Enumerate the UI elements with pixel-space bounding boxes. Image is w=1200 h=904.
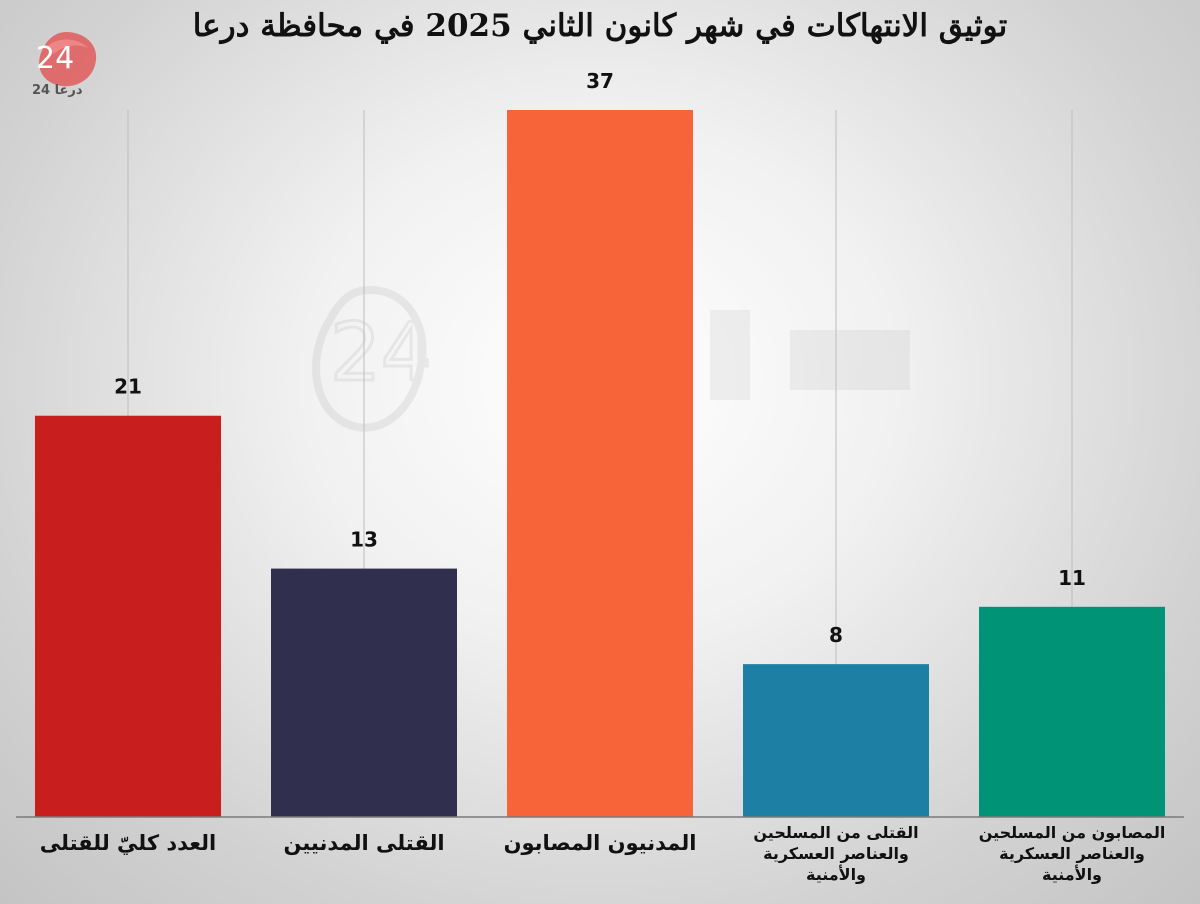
watermark-number: 24 (330, 306, 432, 399)
category-label-3: المدنيون المصابون (503, 831, 697, 855)
value-labels: 21 13 37 8 11 (114, 69, 1086, 647)
logo-number: 24 (36, 41, 74, 76)
value-label-2: 13 (350, 528, 378, 552)
bars (35, 110, 1165, 817)
bar-3 (507, 110, 693, 817)
bar-2 (271, 568, 457, 817)
value-label-4: 8 (829, 623, 843, 647)
value-label-3: 37 (586, 69, 614, 93)
logo-caption: درعا 24 (32, 83, 83, 98)
value-label-1: 21 (114, 375, 142, 399)
category-label-2: القتلى المدنيين (283, 831, 445, 855)
category-label-4: القتلى من المسلحين والعناصر العسكرية وال… (753, 823, 919, 884)
bar-1 (35, 415, 221, 817)
category-label-1: العدد كليّ للقتلى (39, 831, 217, 855)
logo-icon: 24 (36, 32, 97, 87)
category-label-5: المصابون من المسلحين والعناصر العسكرية و… (978, 823, 1166, 884)
value-label-5: 11 (1058, 566, 1086, 590)
chart-title: توثيق الانتهاكات في شهر كانون الثاني 202… (192, 8, 1008, 44)
bar-5 (979, 606, 1165, 817)
bar-4 (743, 664, 929, 817)
